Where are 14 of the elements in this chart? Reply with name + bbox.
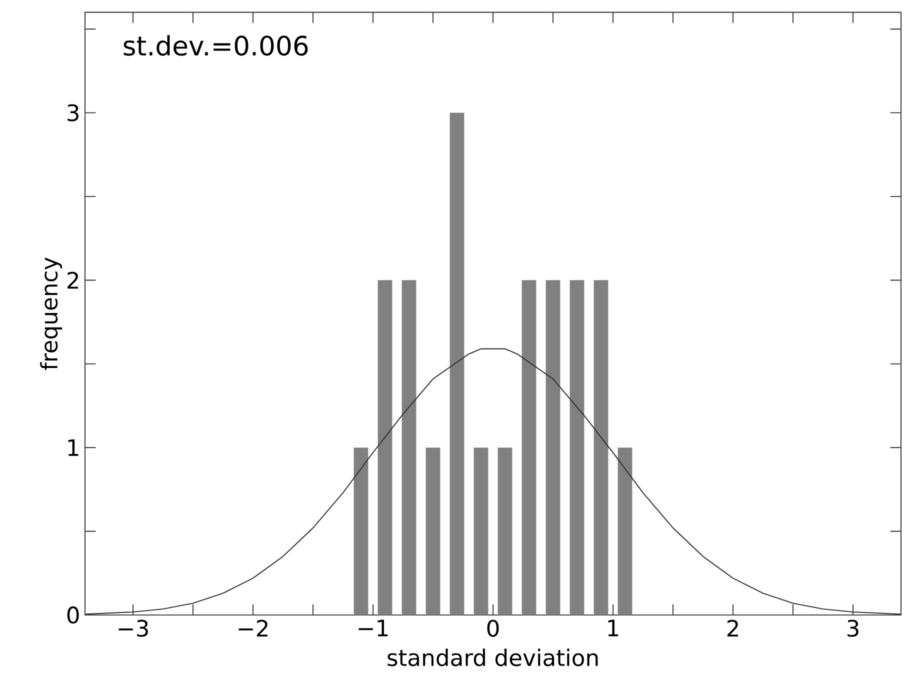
y-tick-label: 0	[67, 606, 79, 624]
x-tick-label: 1	[608, 620, 618, 636]
y-tick-label: 2	[68, 272, 78, 289]
x-tick-label: −2	[238, 620, 268, 637]
y-tick-label: 1	[68, 439, 78, 456]
y-axis-title: frequency	[40, 257, 62, 370]
x-tick-label: 0	[487, 620, 499, 637]
y-tick-label: 3	[68, 104, 78, 122]
x-tick-label: −1	[358, 620, 388, 636]
x-tick-label: 2	[727, 620, 738, 637]
x-tick-label: −3	[118, 620, 148, 637]
annotation: st.dev.=0.006	[124, 35, 308, 56]
x-tick-label: 3	[848, 620, 858, 637]
x-axis-title: standard deviation	[388, 648, 598, 666]
